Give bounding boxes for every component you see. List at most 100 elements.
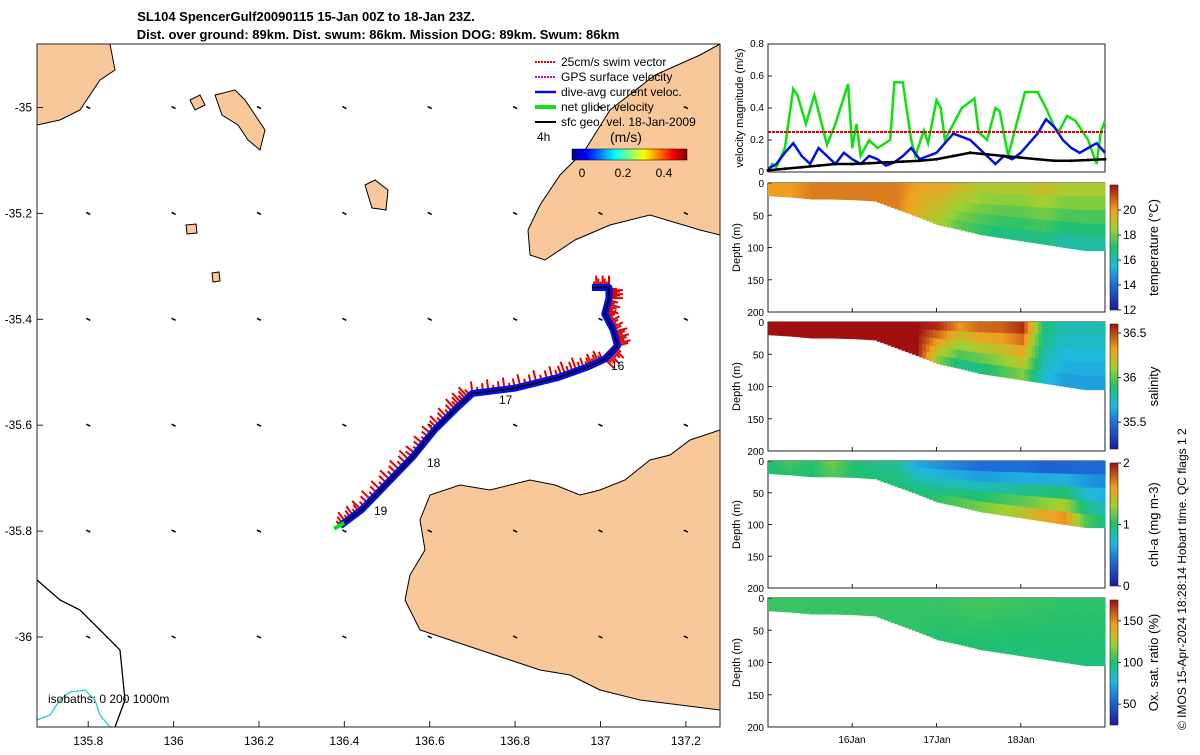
day-label-18: 18: [427, 456, 441, 470]
section-cell: [883, 598, 888, 603]
section-cell: [785, 469, 790, 473]
section-cell: [964, 498, 969, 509]
section-cell: [1076, 611, 1082, 626]
section-cell: [982, 618, 987, 630]
section-cell: [978, 203, 983, 215]
section-cell: [989, 183, 994, 195]
section-cell: [880, 602, 885, 607]
section-cell: [1066, 624, 1071, 638]
section-cell: [862, 328, 867, 333]
section-cell: [897, 327, 902, 334]
section-cell: [1027, 598, 1032, 611]
section-cell: [1017, 194, 1022, 207]
section-cell: [813, 186, 818, 190]
section-cell: [1034, 183, 1039, 196]
section-cell: [1055, 485, 1060, 499]
section-cell: [894, 476, 899, 482]
section-cell: [841, 331, 846, 336]
section-cell: [883, 473, 888, 479]
section-cell: [1052, 183, 1057, 196]
section-cell: [789, 183, 794, 187]
section-cell: [947, 330, 952, 341]
section-cell: [996, 365, 1001, 377]
section-cell: [813, 464, 818, 468]
section-cell: [925, 605, 931, 614]
section-cell: [943, 191, 948, 201]
section-cell: [855, 328, 860, 333]
section-cell: [1045, 647, 1050, 661]
section-cell: [799, 331, 804, 335]
section-cell: [782, 469, 787, 473]
section-cell: [817, 334, 822, 339]
section-cell: [848, 598, 853, 602]
section-cell: [1062, 473, 1067, 487]
section-cell: [918, 467, 924, 476]
section-cell: [897, 343, 902, 350]
section-cell: [943, 469, 948, 479]
section-cell: [1003, 227, 1008, 239]
section-cell: [1094, 598, 1099, 612]
section-cell: [947, 209, 952, 219]
scale-label: 4h: [537, 130, 550, 144]
section-cell: [855, 467, 860, 472]
section-cell: [838, 192, 843, 197]
section-cell: [862, 608, 867, 613]
section-cell: [768, 324, 773, 328]
section-cell: [778, 461, 783, 465]
section-cell: [975, 470, 980, 482]
map-ytick-label: -35.6: [5, 418, 33, 432]
section-cell: [1097, 487, 1103, 502]
time-tick-17jan: 17Jan: [923, 735, 950, 746]
section-cell: [975, 183, 980, 194]
section-cell: [932, 630, 938, 639]
section-cell: [834, 322, 839, 326]
section-cell: [771, 329, 776, 333]
section-cell: [876, 472, 881, 477]
section-cell: [873, 461, 878, 465]
section-cell: [1059, 360, 1064, 374]
section-cell: [841, 322, 846, 326]
section-cell: [897, 471, 902, 478]
section-cell: [978, 639, 983, 650]
section-cell: [989, 640, 994, 652]
section-cell: [943, 606, 948, 616]
section-cell: [1059, 208, 1064, 222]
section-cell: [869, 475, 874, 479]
section-cell: [992, 503, 997, 515]
section-cell: [1010, 322, 1015, 334]
section-cell: [1013, 632, 1018, 644]
section-cell: [922, 190, 927, 198]
section-cell: [1083, 487, 1089, 502]
section-cell: [996, 183, 1001, 195]
section-cell: [876, 198, 881, 203]
section-cell: [869, 601, 874, 606]
section-cell: [911, 467, 917, 475]
section-cell: [771, 471, 776, 475]
geo-velocity-arrow: [256, 423, 262, 427]
section-cell: [855, 325, 860, 330]
section-cell: [890, 183, 895, 189]
section-cell: [1027, 507, 1032, 520]
section-cell: [873, 186, 878, 191]
section-cell: [954, 331, 959, 341]
section-cell: [771, 600, 776, 604]
section-cell: [1045, 509, 1050, 523]
section-cell: [841, 467, 846, 472]
section-cell: [866, 186, 871, 191]
section-cell: [911, 322, 917, 329]
section-ytick-label: 200: [747, 723, 764, 734]
section-cell: [810, 467, 815, 471]
section-cell: [911, 208, 917, 216]
section-cell: [925, 620, 931, 629]
section-cell: [943, 322, 948, 332]
section-cell: [1101, 362, 1106, 377]
section-cell: [834, 461, 839, 465]
colorbar-tick-label: 2: [1123, 456, 1130, 470]
section-cell: [1073, 598, 1078, 612]
section-cell: [834, 467, 839, 471]
section-cell: [932, 338, 938, 347]
section-cell: [827, 607, 832, 612]
section-cell: [992, 204, 997, 216]
section-cell: [880, 326, 885, 331]
